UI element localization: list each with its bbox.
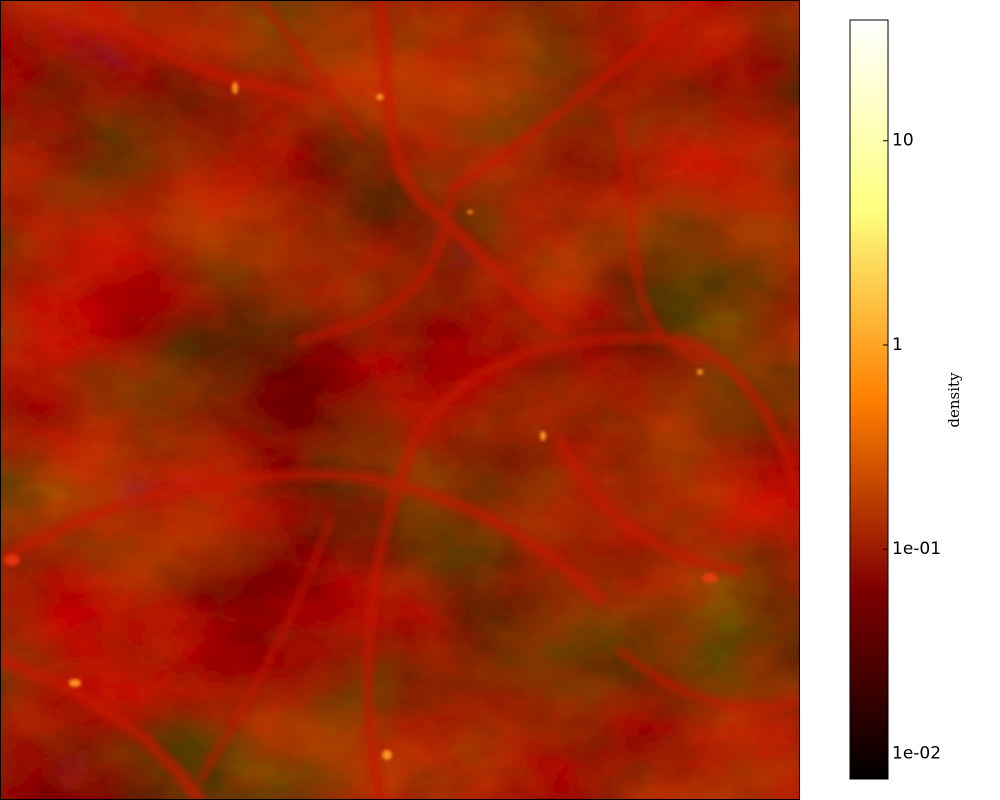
- colorbar-tick-label: 10: [892, 131, 914, 151]
- colorbar-tick-label: 1e-02: [892, 743, 941, 763]
- colorbar-tick-label: 1e-01: [892, 539, 941, 559]
- density-image: [0, 0, 800, 800]
- colorbar: [849, 19, 889, 780]
- colorbar-label: density: [945, 372, 963, 428]
- colorbar-tick-label: 1: [892, 335, 903, 355]
